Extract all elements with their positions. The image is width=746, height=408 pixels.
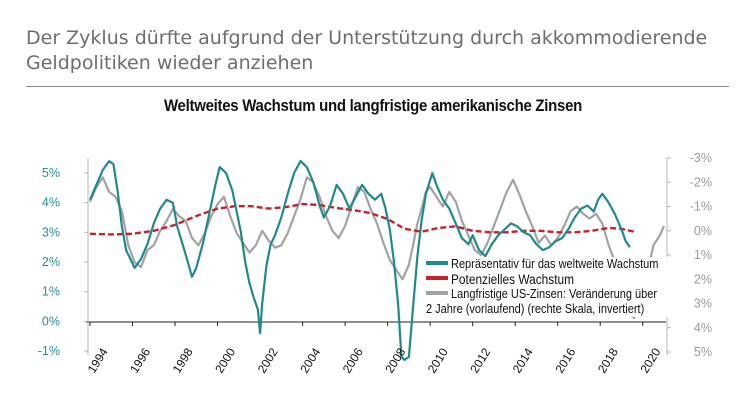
headline-line-2: Geldpolitiken wieder anziehen <box>26 52 314 74</box>
x-tick-label: 2012 <box>467 345 493 375</box>
right-tick-label: 0% <box>694 224 712 238</box>
right-tick-label: 2% <box>694 272 712 286</box>
headline-divider <box>26 86 729 87</box>
x-tick-label: 2020 <box>637 345 663 375</box>
left-tick-label: 5% <box>42 166 60 180</box>
x-tick-label: 2010 <box>425 345 451 375</box>
x-tick-label: 2004 <box>297 345 323 375</box>
x-tick-label: 2002 <box>255 345 281 375</box>
legend-label-us-rates-line-1: Langfristige US-Zinsen: Veränderung über <box>451 287 658 301</box>
chart-title: Weltweites Wachstum und langfristige ame… <box>163 96 583 115</box>
axes-layer <box>84 157 671 355</box>
series-line-0 <box>88 160 631 361</box>
legend-label-potential-growth: Potenzielles Wachstum <box>451 272 575 287</box>
right-tick-label: -3% <box>690 151 712 165</box>
right-tick-label: 3% <box>694 297 712 311</box>
right-tick-label: 4% <box>694 321 712 335</box>
legend-swatch-potential-growth <box>426 275 448 280</box>
x-tick-label: 1996 <box>127 345 153 375</box>
x-tick-label: 2006 <box>340 345 366 375</box>
x-tick-label: 1994 <box>85 345 111 375</box>
headline-line-1: Der Zyklus dürfte aufgrund der Unterstüt… <box>26 27 708 49</box>
series-line-2 <box>88 176 666 320</box>
legend-swatch-us-rates <box>426 290 448 295</box>
left-tick-label: 0% <box>42 314 60 328</box>
legend-item-us-rates: Langfristige US-Zinsen: Veränderung über… <box>426 287 676 317</box>
left-tick-label: 4% <box>42 196 60 210</box>
right-tick-label: -1% <box>690 200 712 214</box>
right-tick-label: -2% <box>690 175 712 189</box>
legend-item-global-growth: Repräsentativ für das weltweite Wachstum <box>426 257 676 272</box>
x-tick-label: 2014 <box>510 345 536 375</box>
left-tick-label: -1% <box>38 344 60 358</box>
page-headline: Der Zyklus dürfte aufgrund der Unterstüt… <box>26 26 726 76</box>
legend-label-us-rates-line-2: 2 Jahre (vorlaufend) (rechte Skala, inve… <box>426 302 645 316</box>
series-layer <box>88 160 666 361</box>
left-tick-label: 1% <box>42 285 60 299</box>
right-tick-label: 5% <box>694 345 712 359</box>
legend-label-global-growth: Repräsentativ für das weltweite Wachstum <box>451 257 659 271</box>
series-line-1 <box>89 202 635 236</box>
left-tick-label: 2% <box>42 255 60 269</box>
legend-swatch-global-growth <box>426 260 448 265</box>
x-tick-label: 2018 <box>595 345 621 375</box>
x-tick-label: 2000 <box>212 345 238 375</box>
x-tick-label: 2016 <box>552 345 578 375</box>
chart-legend: Repräsentativ für das weltweite Wachstum… <box>426 257 676 317</box>
left-tick-label: 3% <box>42 225 60 239</box>
x-tick-label: 1998 <box>170 345 196 375</box>
right-tick-label: 1% <box>694 248 712 262</box>
legend-item-potential-growth: Potenzielles Wachstum <box>426 272 676 287</box>
